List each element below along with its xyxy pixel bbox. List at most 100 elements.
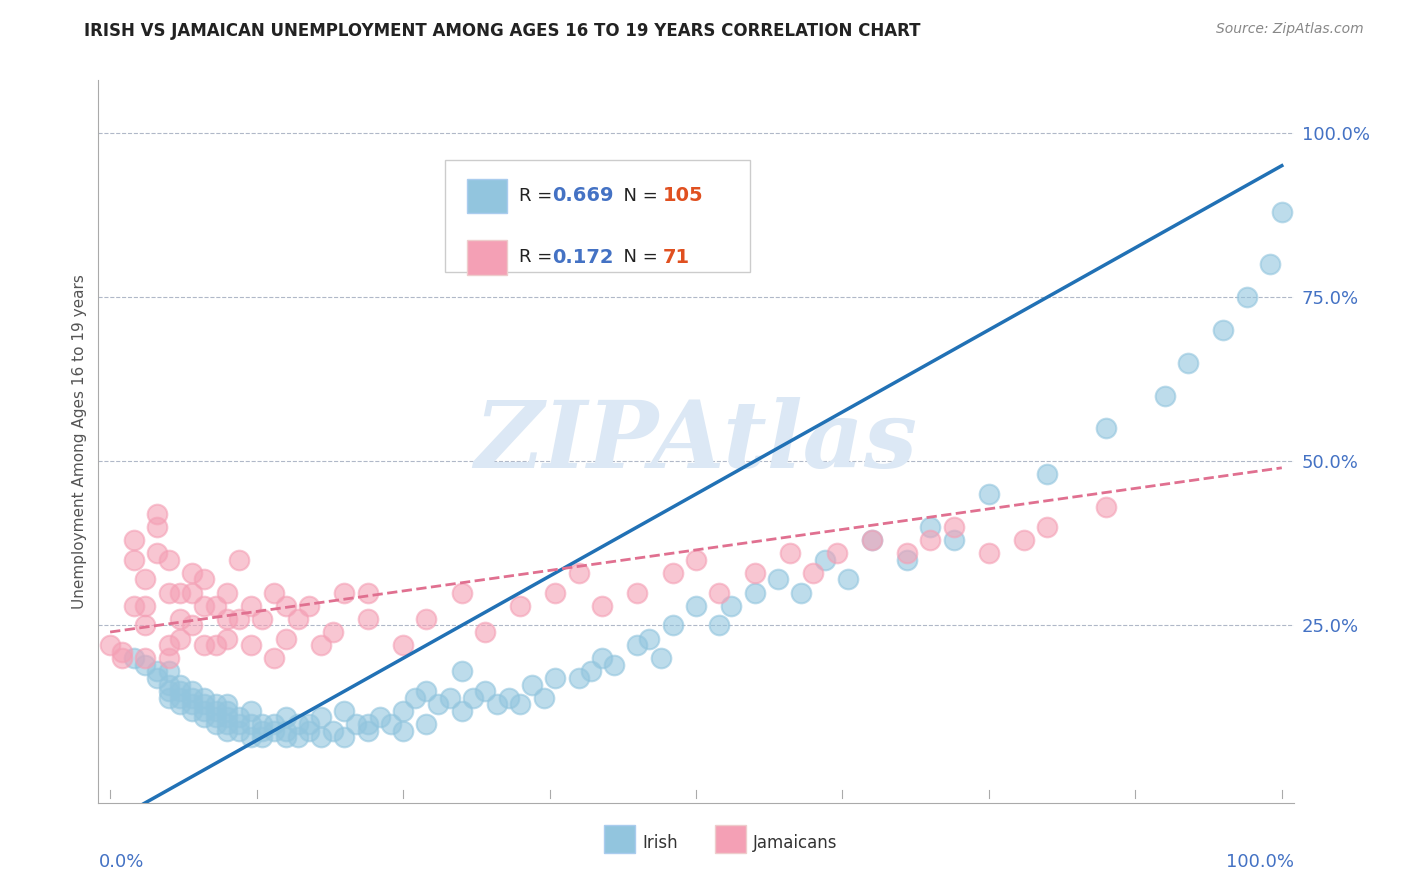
Point: [1012, 533, 1035, 547]
Point: [1212, 323, 1234, 337]
Text: IRISH VS JAMAICAN UNEMPLOYMENT AMONG AGES 16 TO 19 YEARS CORRELATION CHART: IRISH VS JAMAICAN UNEMPLOYMENT AMONG AGE…: [84, 22, 921, 40]
FancyBboxPatch shape: [605, 825, 636, 854]
Point: [333, 730, 356, 744]
Point: [157, 684, 180, 698]
Point: [942, 533, 965, 547]
Text: 100.0%: 100.0%: [1226, 854, 1294, 871]
Point: [169, 677, 191, 691]
Point: [920, 520, 942, 534]
Text: Source: ZipAtlas.com: Source: ZipAtlas.com: [1216, 22, 1364, 37]
Point: [860, 533, 883, 547]
Point: [193, 638, 215, 652]
Point: [181, 698, 204, 712]
Point: [193, 573, 215, 587]
Point: [204, 717, 226, 731]
Point: [122, 651, 145, 665]
Point: [217, 704, 239, 718]
Point: [920, 533, 942, 547]
Text: 0.0%: 0.0%: [98, 854, 143, 871]
Point: [157, 638, 180, 652]
Point: [134, 651, 156, 665]
Point: [263, 651, 285, 665]
Point: [357, 723, 380, 738]
Point: [239, 717, 262, 731]
Point: [509, 698, 531, 712]
Point: [709, 585, 731, 599]
Point: [298, 717, 321, 731]
Point: [322, 723, 344, 738]
Point: [193, 599, 215, 613]
Point: [309, 730, 332, 744]
Point: [274, 632, 297, 646]
Point: [498, 690, 520, 705]
Point: [392, 704, 415, 718]
Point: [661, 618, 683, 632]
Point: [252, 723, 274, 738]
Point: [157, 553, 180, 567]
Point: [287, 612, 309, 626]
Point: [439, 690, 461, 705]
Point: [404, 690, 426, 705]
Y-axis label: Unemployment Among Ages 16 to 19 years: Unemployment Among Ages 16 to 19 years: [72, 274, 87, 609]
Point: [263, 585, 285, 599]
Text: ZIPAtlas: ZIPAtlas: [474, 397, 918, 486]
Point: [825, 546, 848, 560]
Point: [533, 690, 555, 705]
Text: Irish: Irish: [643, 833, 678, 852]
Point: [720, 599, 742, 613]
Point: [357, 612, 380, 626]
Point: [134, 657, 156, 672]
Point: [427, 698, 450, 712]
Point: [801, 566, 824, 580]
Point: [263, 717, 285, 731]
Point: [157, 677, 180, 691]
Point: [181, 704, 204, 718]
Point: [450, 704, 472, 718]
Point: [193, 690, 215, 705]
Point: [544, 671, 567, 685]
Point: [239, 704, 262, 718]
FancyBboxPatch shape: [716, 825, 747, 854]
Point: [228, 553, 250, 567]
Point: [193, 710, 215, 724]
Point: [263, 723, 285, 738]
Text: 105: 105: [662, 186, 703, 205]
Point: [217, 710, 239, 724]
Point: [181, 690, 204, 705]
Point: [942, 520, 965, 534]
Point: [217, 698, 239, 712]
Point: [169, 684, 191, 698]
Point: [146, 507, 169, 521]
Point: [392, 638, 415, 652]
Point: [790, 585, 813, 599]
Point: [766, 573, 789, 587]
Point: [450, 585, 472, 599]
Point: [239, 599, 262, 613]
Point: [193, 704, 215, 718]
Point: [204, 638, 226, 652]
Point: [181, 618, 204, 632]
Point: [896, 546, 918, 560]
Point: [450, 665, 472, 679]
Point: [228, 710, 250, 724]
Text: R =: R =: [519, 248, 558, 267]
Point: [217, 612, 239, 626]
Point: [744, 585, 766, 599]
Point: [1258, 257, 1281, 271]
Point: [1036, 520, 1059, 534]
Point: [685, 553, 707, 567]
Point: [309, 710, 332, 724]
Point: [204, 599, 226, 613]
FancyBboxPatch shape: [467, 240, 508, 275]
Point: [169, 690, 191, 705]
Point: [134, 618, 156, 632]
Point: [169, 612, 191, 626]
Point: [181, 566, 204, 580]
Text: N =: N =: [613, 248, 664, 267]
Point: [217, 632, 239, 646]
Point: [1271, 204, 1294, 219]
Point: [204, 704, 226, 718]
Point: [474, 684, 496, 698]
Point: [287, 730, 309, 744]
Point: [239, 638, 262, 652]
